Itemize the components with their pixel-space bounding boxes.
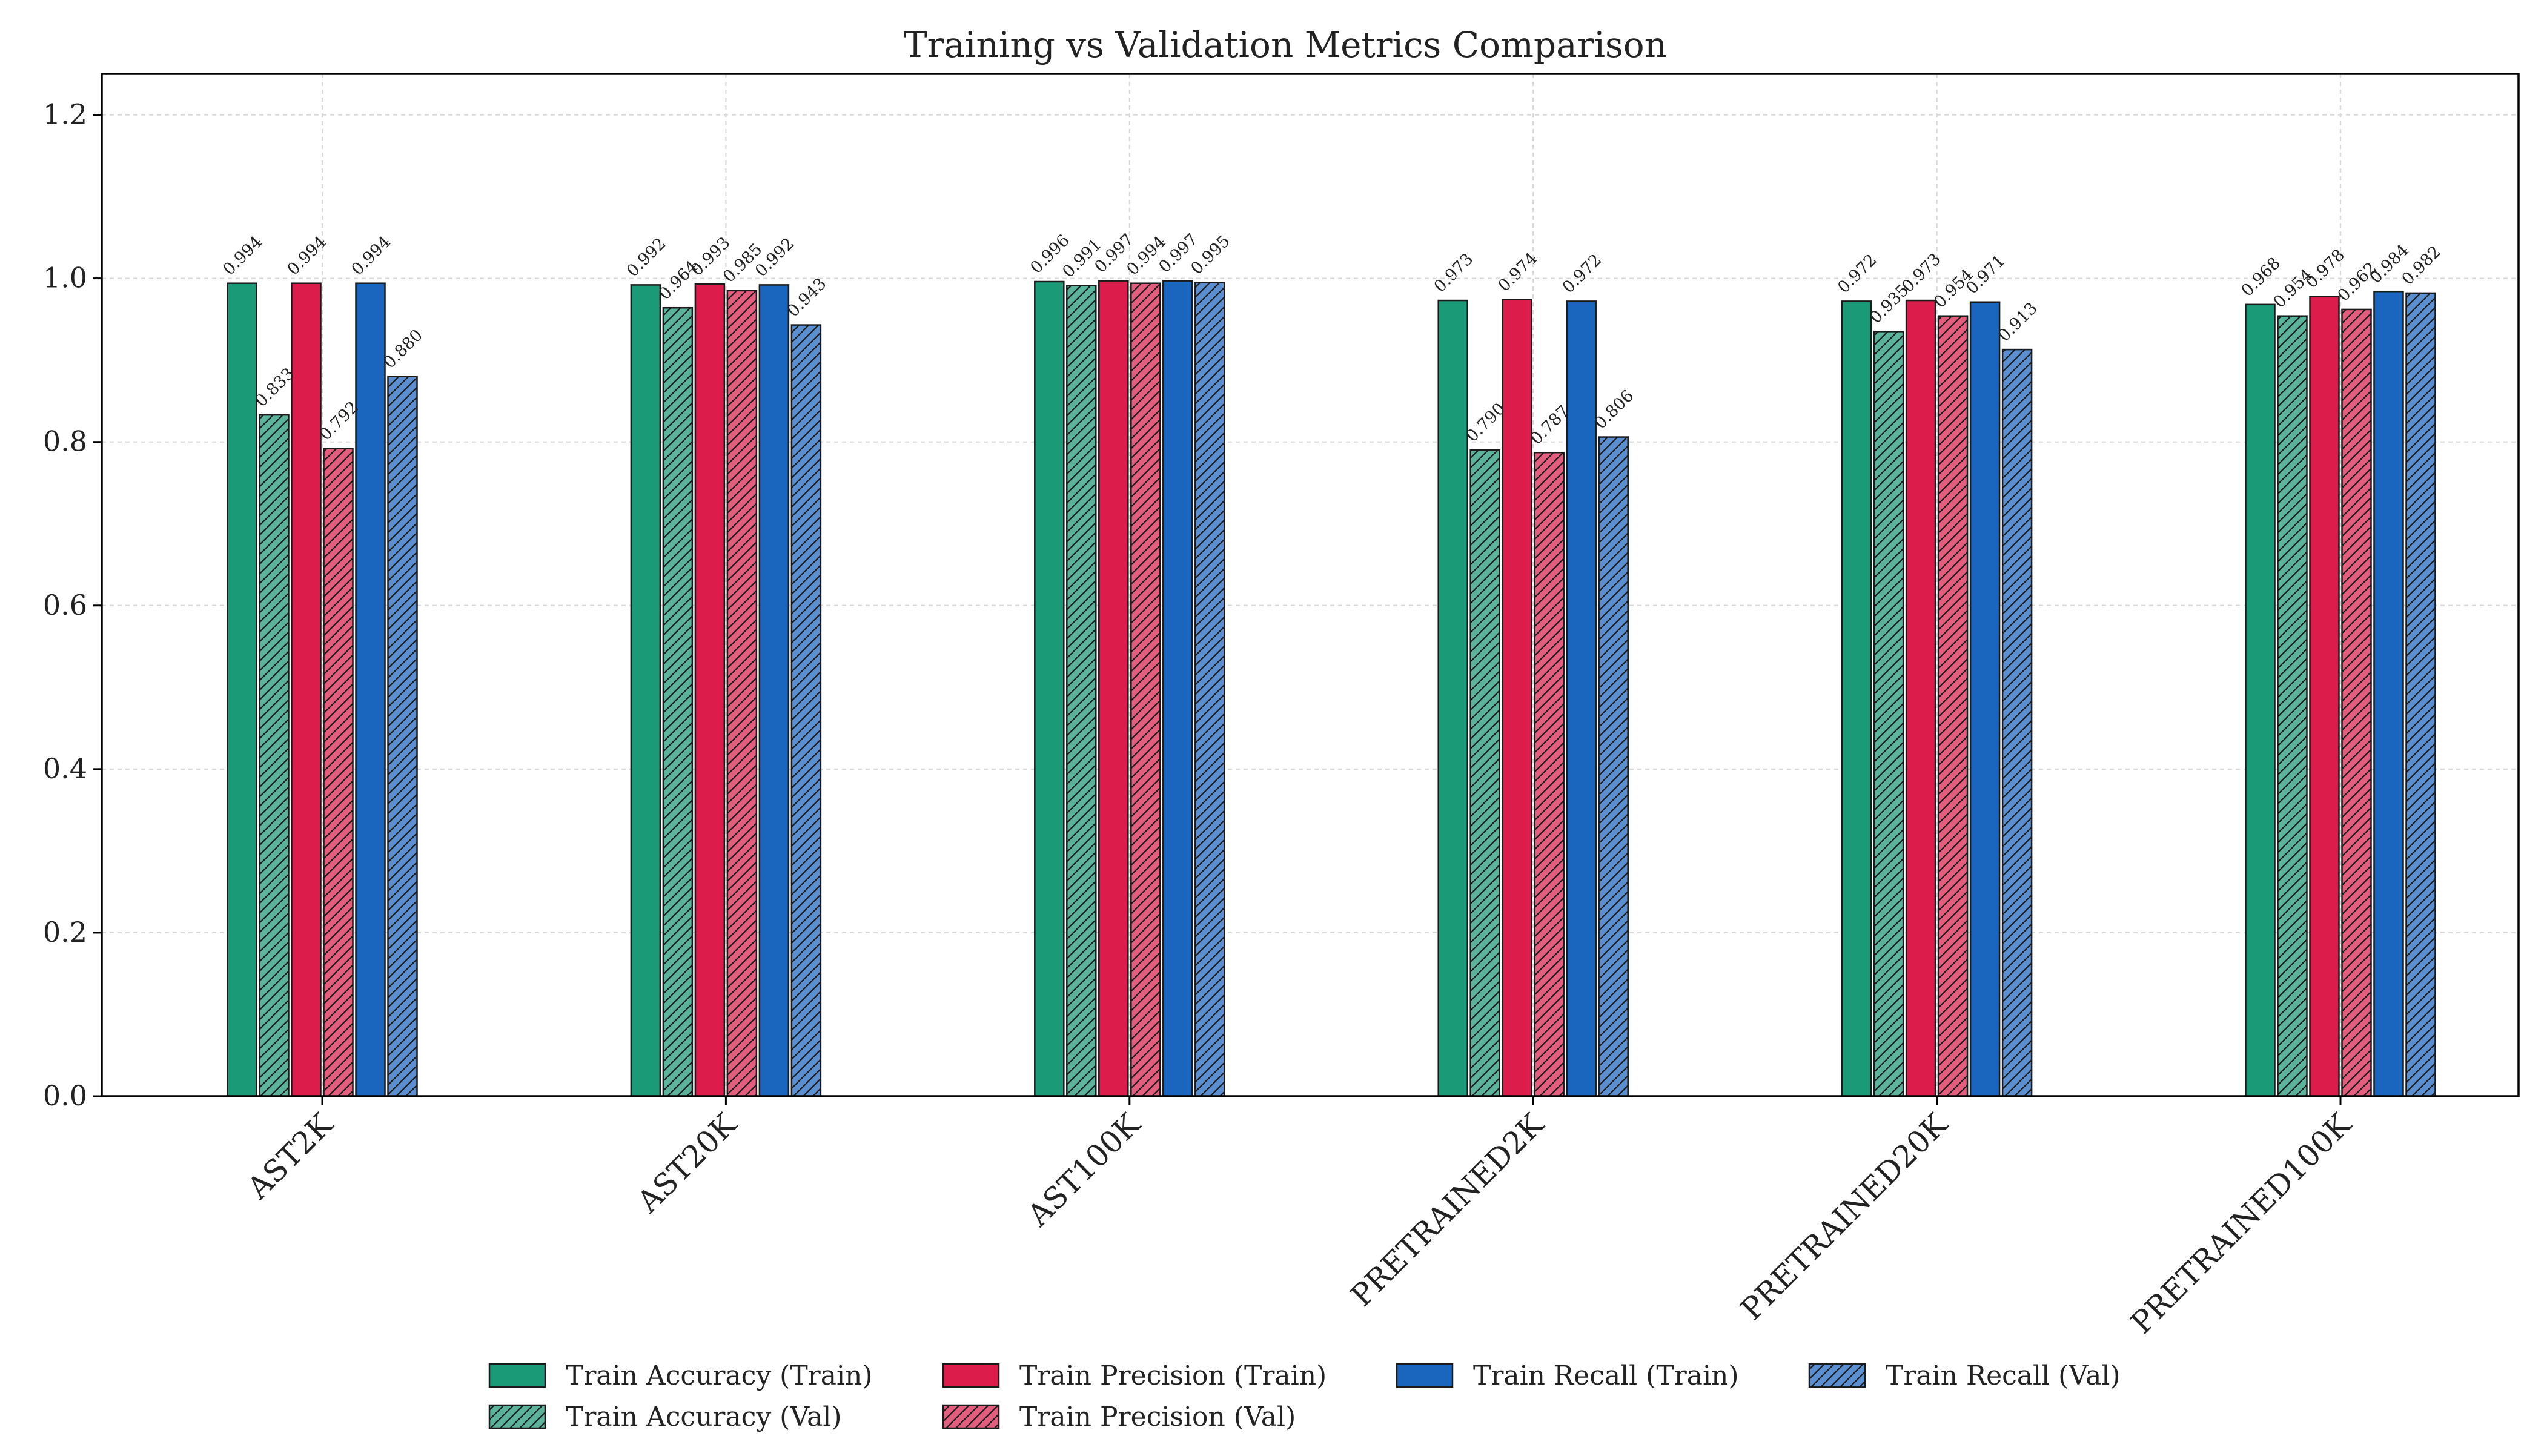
bar: [2341, 308, 2372, 1097]
bar: [323, 448, 354, 1097]
bar: [1502, 299, 1532, 1097]
bar: [1098, 280, 1129, 1097]
y-tick-label: 1.0: [43, 262, 87, 294]
bar: [1130, 282, 1161, 1097]
bar: [355, 282, 386, 1097]
bar: [1905, 299, 1936, 1097]
legend-swatch: [488, 1363, 546, 1388]
bars-layer: [227, 280, 2436, 1097]
y-tick-label: 0.0: [43, 1079, 87, 1112]
legend-swatch: [488, 1404, 546, 1429]
bar: [630, 284, 661, 1097]
chart-title: Training vs Validation Metrics Compariso…: [904, 24, 1667, 65]
bar: [1969, 301, 2001, 1097]
bar: [291, 282, 322, 1097]
bar: [1937, 315, 1969, 1097]
y-tick-label: 0.4: [43, 752, 87, 785]
bar: [387, 376, 418, 1097]
bar: [1566, 300, 1597, 1097]
legend-label: Train Recall (Val): [1886, 1360, 2121, 1391]
legend-item: Train Accuracy (Val): [488, 1401, 842, 1432]
bar: [2245, 303, 2276, 1097]
legend-item: Train Recall (Train): [1396, 1360, 1739, 1391]
y-tick-label: 0.6: [43, 589, 87, 621]
legend-swatch: [942, 1404, 1000, 1429]
bar: [1469, 449, 1500, 1097]
y-tick-label: 0.2: [43, 916, 87, 948]
legend-label: Train Precision (Train): [1019, 1360, 1327, 1391]
legend-swatch: [1396, 1363, 1454, 1388]
bar: [259, 414, 290, 1097]
bar: [227, 282, 257, 1097]
bar: [1437, 299, 1468, 1097]
legend-label: Train Precision (Val): [1019, 1401, 1296, 1432]
legend-label: Train Recall (Train): [1473, 1360, 1739, 1391]
bar: [1066, 285, 1097, 1097]
legend-swatch: [942, 1363, 1000, 1388]
legend-label: Train Accuracy (Val): [566, 1401, 842, 1432]
bar: [2277, 315, 2308, 1097]
bar: [790, 324, 822, 1097]
legend-swatch: [1808, 1363, 1866, 1388]
bar: [2373, 290, 2404, 1097]
bar: [1162, 280, 1193, 1097]
bar: [694, 283, 726, 1097]
legend-item: Train Accuracy (Train): [488, 1360, 873, 1391]
y-tick-label: 1.2: [43, 98, 87, 131]
bar: [1841, 300, 1872, 1097]
bar: [1194, 282, 1225, 1097]
bar: [2309, 296, 2340, 1097]
bar: [1873, 331, 1904, 1097]
plot-frame: [101, 73, 2520, 1097]
legend-item: Train Precision (Val): [942, 1401, 1296, 1432]
bar: [662, 306, 694, 1097]
bar: [758, 284, 790, 1097]
legend: Train Accuracy (Train) Train Accuracy (Va…: [488, 1360, 2121, 1432]
y-tick-label: 0.8: [43, 425, 87, 458]
bar: [2405, 292, 2436, 1097]
bar: [2001, 348, 2033, 1097]
bar: [1034, 280, 1065, 1097]
bar: [726, 290, 758, 1097]
legend-item: Train Precision (Train): [942, 1360, 1327, 1391]
legend-item: Train Recall (Val): [1808, 1360, 2121, 1391]
legend-label: Train Accuracy (Train): [566, 1360, 873, 1391]
bar: [1534, 451, 1565, 1097]
bar: [1598, 436, 1629, 1097]
